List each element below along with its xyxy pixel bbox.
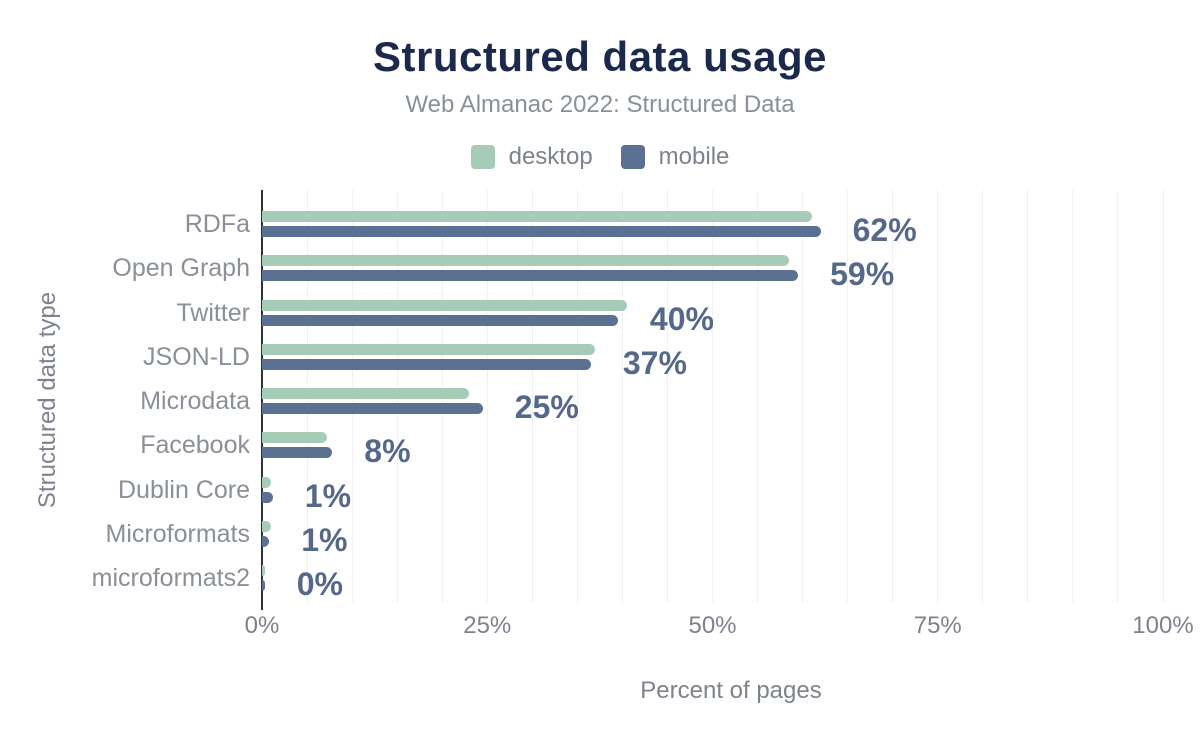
gridline	[937, 190, 939, 603]
bar-value-label: 1%	[304, 477, 352, 514]
gridline	[621, 190, 623, 603]
legend-item-desktop: desktop	[470, 143, 593, 171]
bar-value-label: 62%	[852, 212, 917, 248]
gridline	[712, 190, 713, 603]
category-label: Facebook	[140, 431, 250, 460]
bar-value-label: 37%	[622, 344, 687, 381]
gridline	[757, 190, 759, 603]
x-axis-ticks: 0% 25% 50% 75% 100%	[0, 613, 1200, 643]
gridline	[1072, 190, 1074, 603]
bar-desktop-facebook	[262, 432, 327, 444]
gridline	[847, 190, 849, 603]
bar-desktop-json-ld	[262, 343, 596, 355]
legend-label-desktop: desktop	[508, 143, 593, 170]
bar-mobile-facebook	[262, 447, 333, 459]
bar-value-label: 59%	[830, 256, 895, 293]
bar-mobile-open-graph	[262, 270, 799, 282]
y-axis-line	[261, 190, 263, 610]
x-tick-label: 0%	[244, 612, 280, 639]
category-label: RDFa	[184, 210, 250, 238]
gridline	[892, 190, 894, 603]
gridline	[802, 190, 804, 603]
gridline	[1162, 190, 1164, 603]
bar-desktop-microformats2	[262, 565, 265, 576]
gridline	[982, 190, 984, 603]
category-label: Twitter	[176, 298, 250, 327]
legend: desktop mobile	[0, 143, 1200, 171]
bar-mobile-microformats	[262, 535, 270, 547]
category-label: Open Graph	[112, 254, 250, 283]
x-tick-label: 100%	[1132, 612, 1194, 639]
x-tick-label: 50%	[688, 612, 737, 639]
legend-item-mobile: mobile	[620, 143, 730, 171]
plot-area: 62% 59% 40% 37% 25% 8% 1% 1% 0%	[262, 190, 1164, 603]
bar-value-label: 1%	[301, 521, 348, 558]
legend-swatch-mobile	[620, 145, 645, 169]
bar-mobile-microdata	[262, 403, 483, 414]
bar-desktop-twitter	[262, 299, 627, 311]
gridline	[531, 190, 533, 603]
gridline	[1117, 190, 1119, 603]
gridline	[576, 190, 578, 603]
chart-title: Structured data usage	[373, 33, 827, 80]
bar-mobile-microformats2	[262, 580, 265, 591]
category-label: Dublin Core	[117, 475, 250, 504]
category-label: Microdata	[140, 387, 250, 415]
category-label: JSON-LD	[143, 342, 250, 371]
gridline	[1027, 190, 1029, 603]
gridline	[666, 190, 668, 603]
bar-mobile-twitter	[262, 314, 618, 326]
bar-desktop-microdata	[262, 388, 470, 399]
legend-swatch-desktop	[470, 145, 495, 169]
category-label: Microformats	[105, 519, 250, 548]
category-label: microformats2	[91, 564, 250, 592]
bar-desktop-open-graph	[262, 255, 790, 267]
legend-label-mobile: mobile	[658, 143, 730, 170]
bar-desktop-microformats	[262, 520, 271, 532]
x-tick-label: 75%	[913, 612, 962, 639]
chart-subtitle: Web Almanac 2022: Structured Data	[405, 91, 795, 118]
bar-value-label: 0%	[296, 566, 343, 602]
bar-value-label: 40%	[649, 300, 714, 337]
bar-desktop-dublin-core	[262, 476, 271, 488]
gridline	[486, 190, 488, 603]
bar-mobile-dublin-core	[262, 491, 273, 503]
x-axis-title: Percent of pages	[640, 677, 822, 704]
bar-value-label: 25%	[514, 389, 579, 425]
bar-mobile-json-ld	[262, 358, 591, 370]
category-axis: RDFa Open Graph Twitter JSON-LD Microdata Fac…	[0, 190, 250, 603]
bar-desktop-rdfa	[262, 211, 812, 222]
bar-value-label: 8%	[364, 433, 411, 470]
bar-mobile-rdfa	[262, 226, 821, 237]
x-tick-label: 25%	[463, 612, 512, 639]
